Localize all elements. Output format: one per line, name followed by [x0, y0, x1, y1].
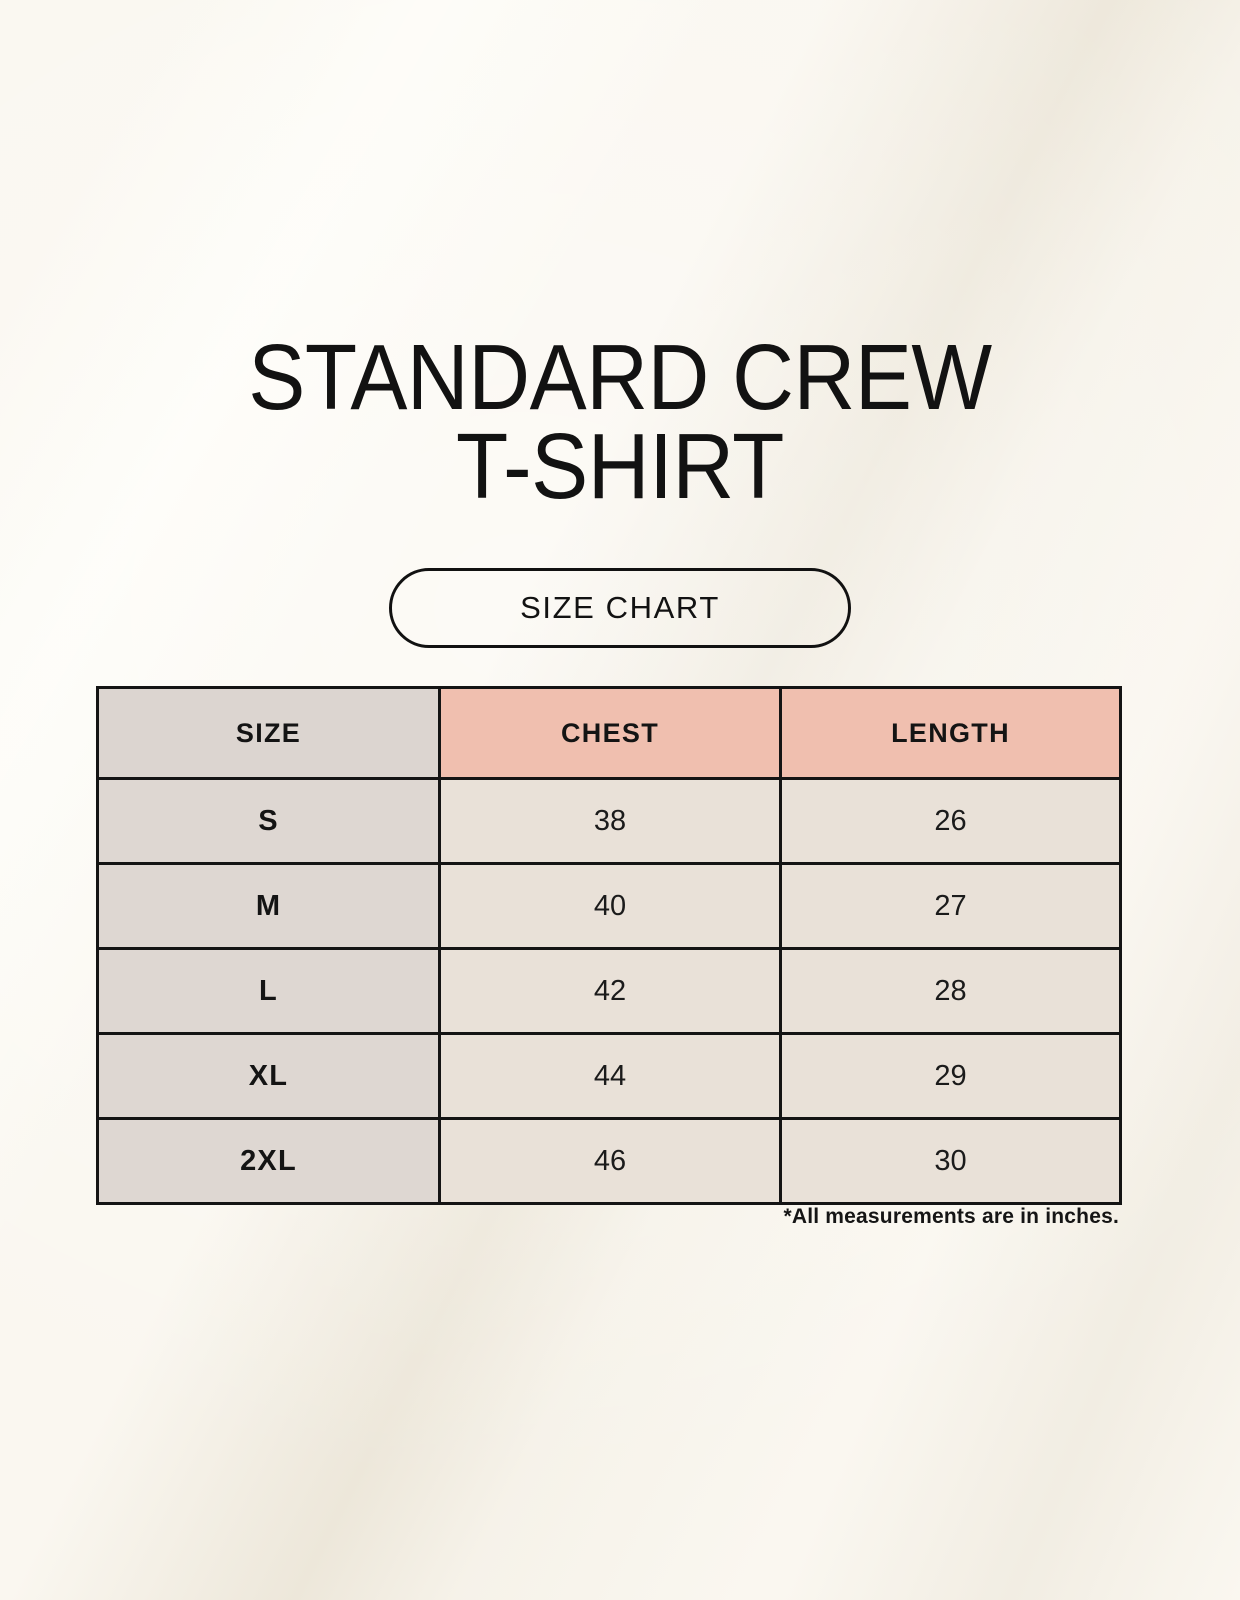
- column-header-chest: CHEST: [438, 686, 782, 780]
- table-row: 2XL 46 30: [96, 1117, 1122, 1205]
- cell-chest: 42: [438, 947, 782, 1035]
- cell-length: 26: [779, 777, 1122, 865]
- cell-length: 29: [779, 1032, 1122, 1120]
- cell-size: L: [96, 947, 441, 1035]
- cell-length: 27: [779, 862, 1122, 950]
- size-table: SIZE CHEST LENGTH S 38 26 M 40 27 L: [96, 686, 1122, 1205]
- table-row: XL 44 29: [96, 1032, 1122, 1120]
- table-body: S 38 26 M 40 27 L 42 28 XL 44 29: [96, 777, 1122, 1205]
- size-chart-badge: SIZE CHART: [389, 568, 851, 648]
- table-header-row: SIZE CHEST LENGTH: [96, 686, 1122, 780]
- column-header-length: LENGTH: [779, 686, 1122, 780]
- table-row: L 42 28: [96, 947, 1122, 1035]
- cell-size: S: [96, 777, 441, 865]
- measurement-footnote: *All measurements are in inches.: [783, 1205, 1119, 1228]
- cell-chest: 44: [438, 1032, 782, 1120]
- page-title: STANDARD CREW T-SHIRT: [248, 325, 992, 519]
- column-header-size: SIZE: [96, 686, 441, 780]
- title-block: STANDARD CREW T-SHIRT: [0, 325, 1240, 519]
- table-row: M 40 27: [96, 862, 1122, 950]
- cell-size: 2XL: [96, 1117, 441, 1205]
- cell-chest: 46: [438, 1117, 782, 1205]
- size-table-container: SIZE CHEST LENGTH S 38 26 M 40 27 L: [96, 686, 1122, 1205]
- cell-length: 28: [779, 947, 1122, 1035]
- cell-chest: 38: [438, 777, 782, 865]
- cell-chest: 40: [438, 862, 782, 950]
- cell-length: 30: [779, 1117, 1122, 1205]
- cell-size: XL: [96, 1032, 441, 1120]
- cell-size: M: [96, 862, 441, 950]
- table-header: SIZE CHEST LENGTH: [96, 686, 1122, 780]
- badge-row: SIZE CHART: [0, 568, 1240, 648]
- table-row: S 38 26: [96, 777, 1122, 865]
